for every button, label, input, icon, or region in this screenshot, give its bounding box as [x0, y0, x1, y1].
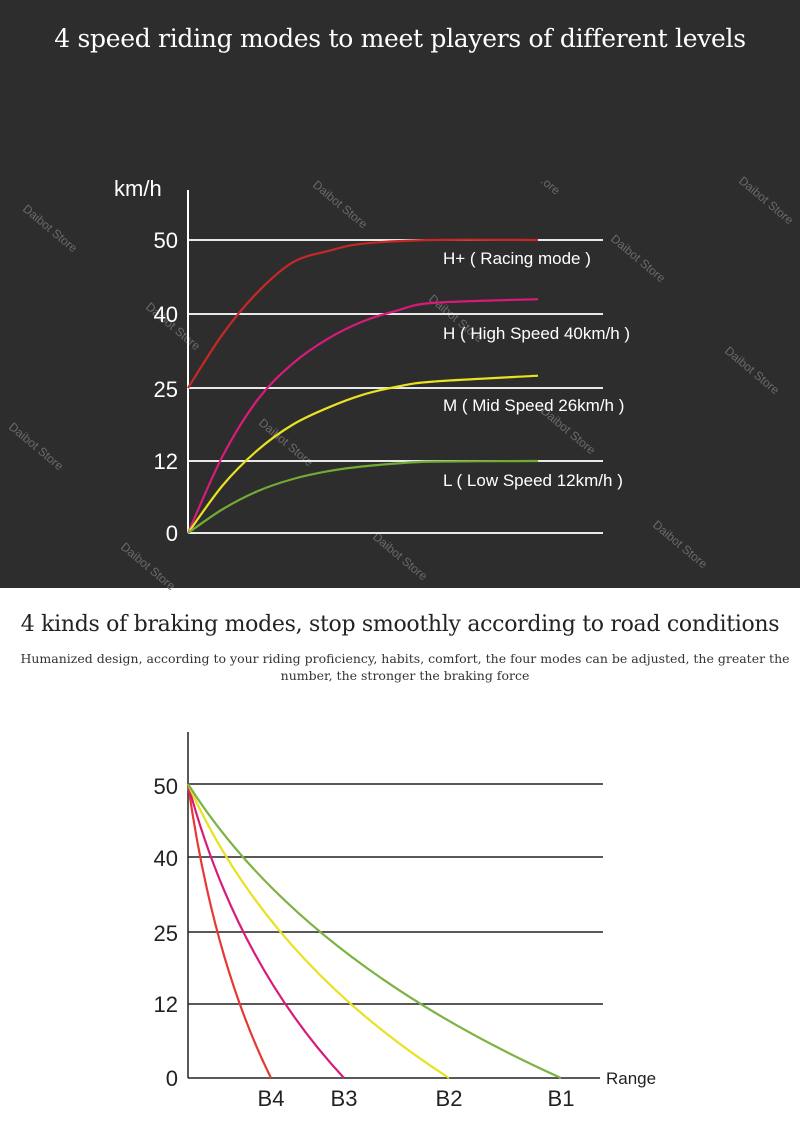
series-label-low-speed: L ( Low Speed 12km/h ) [443, 471, 623, 490]
braking-curve-b3 [186, 783, 345, 1079]
y-tick-label: 40 [154, 302, 178, 327]
watermark: Daibot Store [722, 344, 782, 398]
watermarks: Daibot Store Daibot Store .ore Daibot St… [6, 174, 796, 594]
x-tick-label: B2 [436, 1086, 463, 1111]
y-tick-label: 25 [154, 377, 178, 402]
x-axis-label: Range [606, 1069, 656, 1088]
y-tick-label: 50 [154, 228, 178, 253]
series-line-2 [187, 374, 539, 534]
watermark: .ore [538, 174, 563, 198]
watermark: Daibot Store [650, 518, 710, 572]
watermark: Daibot Store [20, 202, 80, 256]
y-tick-label: 0 [166, 1066, 178, 1091]
y-tick-label: 25 [154, 921, 178, 946]
braking-curve-b4 [186, 783, 272, 1079]
y-tick-label: 50 [154, 774, 178, 799]
braking-curve-b2 [186, 783, 450, 1079]
y-tick-label: 12 [154, 992, 178, 1017]
watermark: Daibot Store [370, 530, 430, 584]
y-axis-unit-label: km/h [114, 176, 162, 201]
series-line-3 [187, 459, 539, 534]
watermark: Daibot Store [6, 420, 66, 474]
series-label-racing: H+ ( Racing mode ) [443, 249, 591, 268]
watermark: Daibot Store [118, 540, 178, 594]
braking-modes-title: 4 kinds of braking modes, stop smoothly … [20, 612, 780, 637]
y-tick-label: 40 [154, 846, 178, 871]
watermark: Daibot Store [608, 232, 668, 286]
braking-modes-subtitle: Humanized design, according to your ridi… [20, 651, 790, 683]
x-tick-label: B3 [331, 1086, 358, 1111]
series-line-1 [186, 298, 539, 534]
braking-curve-b1 [187, 783, 562, 1080]
series-label-high-speed: H ( High Speed 40km/h ) [443, 324, 630, 343]
series-label-mid-speed: M ( Mid Speed 26km/h ) [443, 396, 624, 415]
speed-modes-title: 4 speed riding modes to meet players of … [54, 24, 746, 53]
series-line-0 [187, 238, 539, 389]
x-tick-label: B4 [258, 1086, 285, 1111]
y-tick-label: 0 [166, 521, 178, 546]
watermark: Daibot Store [310, 178, 370, 232]
watermark: Daibot Store [736, 174, 796, 228]
speed-modes-panel [0, 0, 800, 588]
y-tick-label: 12 [154, 449, 178, 474]
x-tick-label: B1 [548, 1086, 575, 1111]
braking-modes-chart: Range 50 40 25 12 0 B4 B3 B2 B1 [154, 732, 656, 1111]
speed-modes-chart: km/h 50 40 25 12 0 H+ ( Racing mode ) H … [114, 176, 630, 546]
